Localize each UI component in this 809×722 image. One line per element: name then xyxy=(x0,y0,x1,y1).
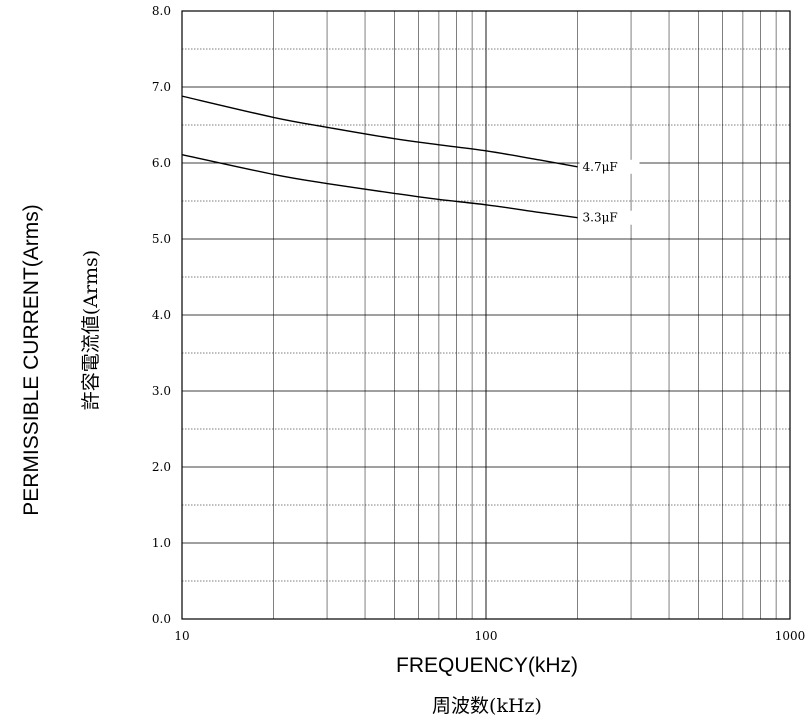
y-tick-label: 5.0 xyxy=(152,232,171,246)
y-axis-title: PERMISSIBLE CURRENT(Arms) xyxy=(20,204,43,516)
series-lines xyxy=(181,95,578,219)
y-tick-label: 4.0 xyxy=(152,308,171,322)
series-labels: 4.7μF 3.3μF xyxy=(579,159,640,225)
x-tick-label: 10 xyxy=(174,629,189,643)
series-line-1 xyxy=(181,153,578,219)
x-tick-label: 1000 xyxy=(775,629,806,643)
y-axis-title-ja: 許容電流値(Arms) xyxy=(80,250,102,410)
x-tick-label: 100 xyxy=(475,629,498,643)
series-label-0: 4.7μF xyxy=(583,160,618,174)
y-tick-label: 1.0 xyxy=(152,536,171,550)
major-grid xyxy=(181,10,791,620)
series-label-background xyxy=(579,210,640,225)
y-tick-label: 6.0 xyxy=(152,156,171,170)
y-tick-label: 3.0 xyxy=(152,384,171,398)
plot-frame xyxy=(181,10,791,620)
x-tick-labels: 10 100 1000 xyxy=(174,629,805,643)
series-label-1: 3.3μF xyxy=(583,211,618,225)
y-tick-label: 0.0 xyxy=(152,612,171,626)
y-tick-label: 8.0 xyxy=(152,4,171,18)
y-tick-label: 7.0 xyxy=(152,80,171,94)
x-axis-title: FREQUENCY(kHz) xyxy=(396,654,578,677)
x-axis-title-ja: 周波数(kHz) xyxy=(432,695,542,717)
series-label-background xyxy=(579,159,640,174)
y-tick-labels: 0.0 1.0 2.0 3.0 4.0 5.0 6.0 7.0 8.0 xyxy=(152,4,171,626)
series-line-0 xyxy=(181,95,578,168)
y-tick-label: 2.0 xyxy=(152,460,171,474)
